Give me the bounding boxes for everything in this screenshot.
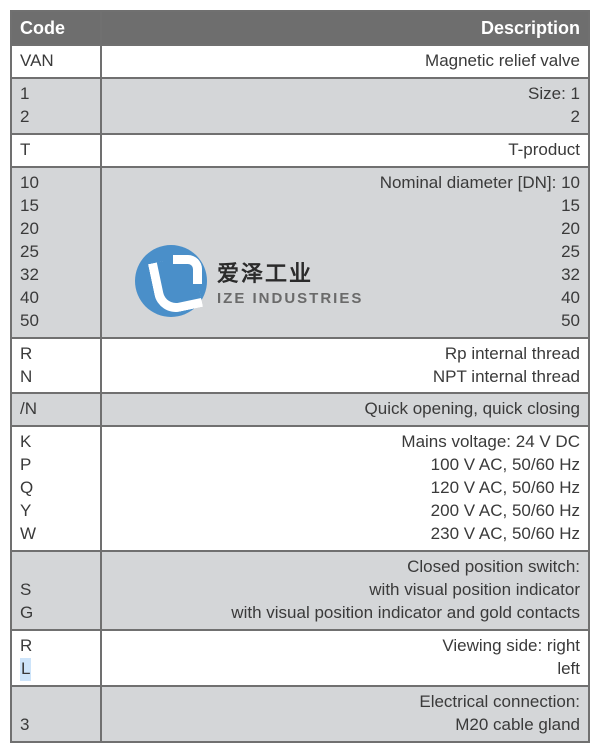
code-cell: SG	[11, 551, 101, 630]
code-value: VAN	[20, 50, 92, 73]
desc-value: 100 V AC, 50/60 Hz	[110, 454, 580, 477]
code-value: 25	[20, 241, 92, 264]
desc-value: with visual position indicator and gold …	[110, 602, 580, 625]
desc-value: Mains voltage: 24 V DC	[110, 431, 580, 454]
table-header-row: Code Description	[11, 11, 589, 45]
desc-cell: Electrical connection:M20 cable gland	[101, 686, 589, 742]
desc-value: M20 cable gland	[110, 714, 580, 737]
desc-cell: Nominal diameter [DN]: 10152025324050	[101, 167, 589, 338]
code-cell: 10152025324050	[11, 167, 101, 338]
code-value: 10	[20, 172, 92, 195]
desc-value: left	[110, 658, 580, 681]
code-value: Q	[20, 477, 92, 500]
desc-cell: T-product	[101, 134, 589, 167]
code-value: 2	[20, 106, 92, 129]
code-value: W	[20, 523, 92, 546]
code-value: 3	[20, 714, 92, 737]
code-value: Y	[20, 500, 92, 523]
desc-value: 50	[110, 310, 580, 333]
code-value: K	[20, 431, 92, 454]
code-value: 20	[20, 218, 92, 241]
desc-value: T-product	[110, 139, 580, 162]
desc-value: Quick opening, quick closing	[110, 398, 580, 421]
code-value: 50	[20, 310, 92, 333]
code-cell: RL	[11, 630, 101, 686]
code-value: S	[20, 579, 92, 602]
desc-cell: Viewing side: rightleft	[101, 630, 589, 686]
table-row: SGClosed position switch:with visual pos…	[11, 551, 589, 630]
desc-value: Magnetic relief valve	[110, 50, 580, 73]
desc-value: Electrical connection:	[110, 691, 580, 714]
code-cell: KPQYW	[11, 426, 101, 551]
code-cell: RN	[11, 338, 101, 394]
desc-value: 15	[110, 195, 580, 218]
code-value: /N	[20, 398, 92, 421]
code-value: G	[20, 602, 92, 625]
code-value	[20, 691, 92, 714]
code-value: P	[20, 454, 92, 477]
code-cell: 3	[11, 686, 101, 742]
desc-value: 20	[110, 218, 580, 241]
code-value: R	[20, 343, 92, 366]
code-value: 15	[20, 195, 92, 218]
code-value: R	[20, 635, 92, 658]
desc-value: 200 V AC, 50/60 Hz	[110, 500, 580, 523]
desc-value: with visual position indicator	[110, 579, 580, 602]
desc-value: Rp internal thread	[110, 343, 580, 366]
desc-value: Viewing side: right	[110, 635, 580, 658]
desc-cell: Quick opening, quick closing	[101, 393, 589, 426]
header-code: Code	[11, 11, 101, 45]
table-row: RNRp internal threadNPT internal thread	[11, 338, 589, 394]
desc-value: Nominal diameter [DN]: 10	[110, 172, 580, 195]
code-value: L	[20, 658, 92, 681]
desc-value: 32	[110, 264, 580, 287]
desc-cell: Closed position switch:with visual posit…	[101, 551, 589, 630]
desc-value: 230 V AC, 50/60 Hz	[110, 523, 580, 546]
table-row: VAN Magnetic relief valve	[11, 45, 589, 78]
table-row: /N Quick opening, quick closing	[11, 393, 589, 426]
table-row: RLViewing side: rightleft	[11, 630, 589, 686]
code-value: 32	[20, 264, 92, 287]
spec-table: Code Description VAN Magnetic relief valv…	[10, 10, 590, 743]
desc-cell: Mains voltage: 24 V DC100 V AC, 50/60 Hz…	[101, 426, 589, 551]
desc-value: 2	[110, 106, 580, 129]
desc-value: 25	[110, 241, 580, 264]
code-value: T	[20, 139, 92, 162]
desc-value: 40	[110, 287, 580, 310]
code-value: 40	[20, 287, 92, 310]
desc-cell: Rp internal threadNPT internal thread	[101, 338, 589, 394]
desc-value: Size: 1	[110, 83, 580, 106]
desc-value: 120 V AC, 50/60 Hz	[110, 477, 580, 500]
highlighted-code: L	[20, 658, 31, 681]
table-row: 3 Electrical connection:M20 cable gland	[11, 686, 589, 742]
code-value: 1	[20, 83, 92, 106]
desc-cell: Size: 12	[101, 78, 589, 134]
code-value	[20, 556, 92, 579]
table-row: KPQYWMains voltage: 24 V DC100 V AC, 50/…	[11, 426, 589, 551]
desc-cell: Magnetic relief valve	[101, 45, 589, 78]
desc-value: NPT internal thread	[110, 366, 580, 389]
table-row: 12Size: 12	[11, 78, 589, 134]
code-cell: VAN	[11, 45, 101, 78]
code-cell: 12	[11, 78, 101, 134]
code-value: N	[20, 366, 92, 389]
desc-value: Closed position switch:	[110, 556, 580, 579]
table-row: T T-product	[11, 134, 589, 167]
header-desc: Description	[101, 11, 589, 45]
code-cell: /N	[11, 393, 101, 426]
table-row: 10152025324050Nominal diameter [DN]: 101…	[11, 167, 589, 338]
code-cell: T	[11, 134, 101, 167]
